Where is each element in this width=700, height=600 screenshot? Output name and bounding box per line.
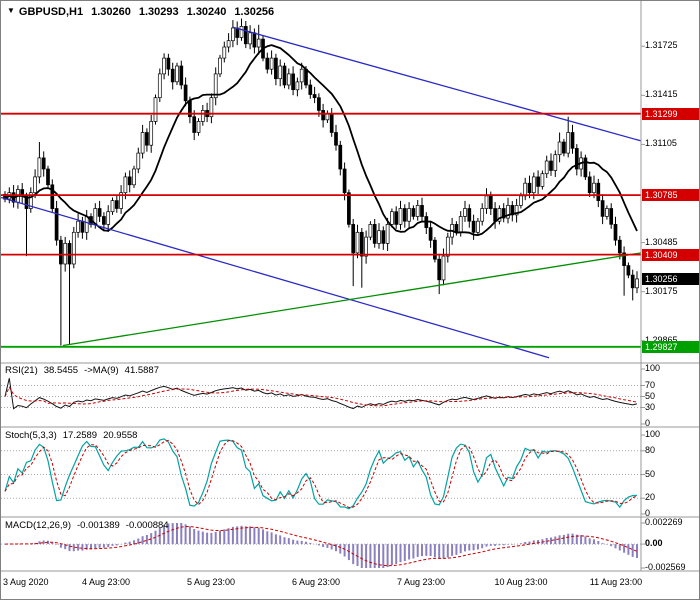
level-price-label: 1.31299 <box>642 108 699 120</box>
level-price-label: 1.29827 <box>642 341 699 353</box>
time-label: 5 Aug 23:00 <box>186 577 236 587</box>
rsi-tick-label: 100 <box>645 363 661 373</box>
time-label: 10 Aug 23:00 <box>494 577 548 587</box>
price-tick-label: 1.30175 <box>645 286 678 296</box>
panel-frame <box>1 1 699 572</box>
current-price-label: 1.30256 <box>642 273 699 285</box>
rsi-lines <box>4 378 638 410</box>
price-tick-label: 1.31105 <box>645 138 677 148</box>
ohlc-close: 1.30256 <box>234 6 275 18</box>
rsi-name: RSI(21) <box>5 365 38 376</box>
time-label: 7 Aug 23:00 <box>396 577 446 587</box>
macd-signal-value: -0.000884 <box>125 520 169 531</box>
stoch-tick-label: 0 <box>645 508 651 518</box>
rsi-value: 38.5455 <box>43 365 79 376</box>
time-axis[interactable]: 3 Aug 2020 4 Aug 23:00 5 Aug 23:00 6 Aug 23… <box>1 572 699 599</box>
rsi-indicator-header: RSI(21) 38.5455 ->MA(9) 41.5887 <box>5 365 159 376</box>
stoch-indicator-header: Stoch(5,3,3) 17.2589 20.9558 <box>5 430 137 441</box>
price-tick-label: 1.31725 <box>645 40 678 50</box>
stoch-tick-label: 100 <box>645 429 661 439</box>
price-tick-label: 1.29865 <box>645 335 678 345</box>
stoch-tick-label: 80 <box>645 445 656 455</box>
macd-name: MACD(12,26,9) <box>5 520 71 531</box>
symbol-dropdown-icon[interactable]: ▼ <box>7 6 15 15</box>
rsi-tick-label: 30 <box>645 402 656 412</box>
rsi-tick-label: 0 <box>645 418 651 428</box>
rsi-ma-label: ->MA(9) <box>84 365 119 376</box>
time-label: 4 Aug 23:00 <box>81 577 131 587</box>
stoch-tick-label: 50 <box>645 469 656 479</box>
symbol-timeframe: GBPUSD,H1 <box>18 6 84 18</box>
ohlc-open: 1.30260 <box>91 6 131 18</box>
stoch-d-value: 20.9558 <box>103 430 138 441</box>
level-lines <box>1 112 641 348</box>
macd-tick-label: -0.002569 <box>645 562 686 572</box>
stoch-lines <box>4 438 638 510</box>
macd-histogram <box>8 523 638 568</box>
price-axis[interactable]: 1.31725 1.31415 1.31105 1.30485 1.30175 1.298… <box>642 1 699 572</box>
macd-indicator-header: MACD(12,26,9) -0.001389 -0.000884 <box>5 520 169 531</box>
macd-signal <box>4 525 638 567</box>
axis-tick-marks <box>641 45 645 569</box>
macd-tick-label: 0.00 <box>645 538 663 548</box>
chart-header: ▼ GBPUSD,H1 1.30260 1.30293 1.30240 1.30256 <box>7 6 274 18</box>
macd-tick-label: 0.002269 <box>645 517 683 527</box>
ohlc-high: 1.30293 <box>138 6 179 18</box>
rsi-tick-label: 50 <box>645 391 656 401</box>
price-tick-label: 1.31415 <box>645 89 678 99</box>
stoch-name: Stoch(5,3,3) <box>5 430 57 441</box>
ohlc-low: 1.30240 <box>186 6 227 18</box>
stoch-k-value: 17.2589 <box>62 430 98 441</box>
level-price-label: 1.30409 <box>642 249 699 261</box>
level-price-label: 1.30785 <box>642 189 699 201</box>
macd-value: -0.001389 <box>77 520 120 531</box>
time-label: 3 Aug 2020 <box>3 577 49 587</box>
rsi-ma-value: 41.5887 <box>124 365 159 376</box>
time-label: 6 Aug 23:00 <box>291 577 341 587</box>
candles <box>3 18 639 346</box>
price-tick-label: 1.30485 <box>645 237 678 247</box>
rsi-tick-label: 70 <box>645 380 656 390</box>
stoch-grid <box>1 450 641 499</box>
trendlines <box>1 26 642 359</box>
stoch-tick-label: 20 <box>645 492 656 502</box>
time-label: 11 Aug 23:00 <box>589 577 643 587</box>
